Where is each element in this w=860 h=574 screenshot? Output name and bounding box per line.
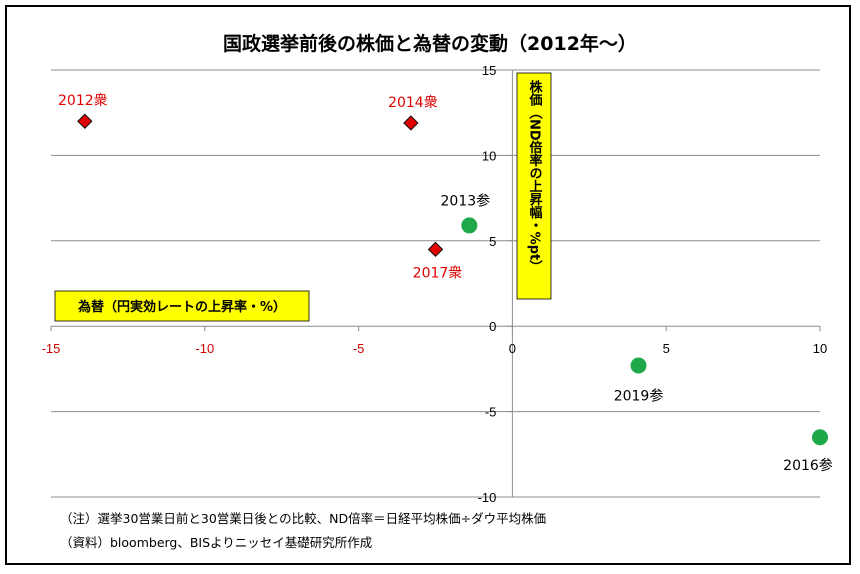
data-point-diamond <box>403 115 419 131</box>
chart-title: 国政選挙前後の株価と為替の変動（2012年～） <box>223 32 637 55</box>
data-label: 2013参 <box>441 192 491 209</box>
y-tick-label: 15 <box>482 63 496 78</box>
data-label: 2012衆 <box>58 93 108 109</box>
footnote-source: （資料）bloomberg、BISよりニッセイ基礎研究所作成 <box>60 535 372 550</box>
data-point-diamond <box>77 113 93 129</box>
x-tick-label: -10 <box>195 341 214 356</box>
data-label: 2016参 <box>783 457 833 474</box>
x-axis-label: 為替（円実効レートの上昇率・%） <box>78 299 286 315</box>
grid-lines <box>51 69 820 498</box>
x-axis-label-background <box>54 290 310 322</box>
y-tick-label: -10 <box>478 490 497 505</box>
footnote-note: （注）選挙30営業日前と30営業日後との比較、ND倍率＝日経平均株価÷ダウ平均株… <box>60 511 546 526</box>
chart-frame <box>5 5 851 565</box>
data-points <box>77 113 828 446</box>
y-tick-label: 5 <box>489 234 496 249</box>
point-labels: 2012衆 2014衆 2017衆 2013参 2019参 2016参 <box>58 93 833 474</box>
x-tick-label: 10 <box>813 341 827 356</box>
y-axis-label-box: 株価（ND倍率の上昇幅・%pt） <box>516 72 552 300</box>
y-axis-label-background <box>516 72 552 300</box>
x-tick-label: -15 <box>42 341 61 356</box>
y-tick-label: 10 <box>482 148 496 163</box>
y-tick-label: -5 <box>485 405 497 420</box>
data-label: 2017衆 <box>413 265 463 281</box>
data-label: 2014衆 <box>388 95 438 111</box>
data-point-circle <box>630 357 647 374</box>
axes <box>50 69 821 498</box>
x-tick-label: 5 <box>663 341 670 356</box>
x-tick-label: -5 <box>353 341 365 356</box>
x-axis-label-box: 為替（円実効レートの上昇率・%） <box>54 290 310 322</box>
y-axis-label: 株価（ND倍率の上昇幅・%pt） <box>527 79 544 273</box>
data-point-diamond <box>427 241 444 258</box>
data-point-circle <box>461 217 478 234</box>
data-point-circle <box>812 429 828 446</box>
y-tick-label: 0 <box>489 319 496 334</box>
x-tick-label: 0 <box>509 341 516 356</box>
data-label: 2019参 <box>614 387 664 404</box>
tick-labels: -15 -10 -5 0 5 10 -10 -5 0 5 10 15 <box>42 63 828 505</box>
